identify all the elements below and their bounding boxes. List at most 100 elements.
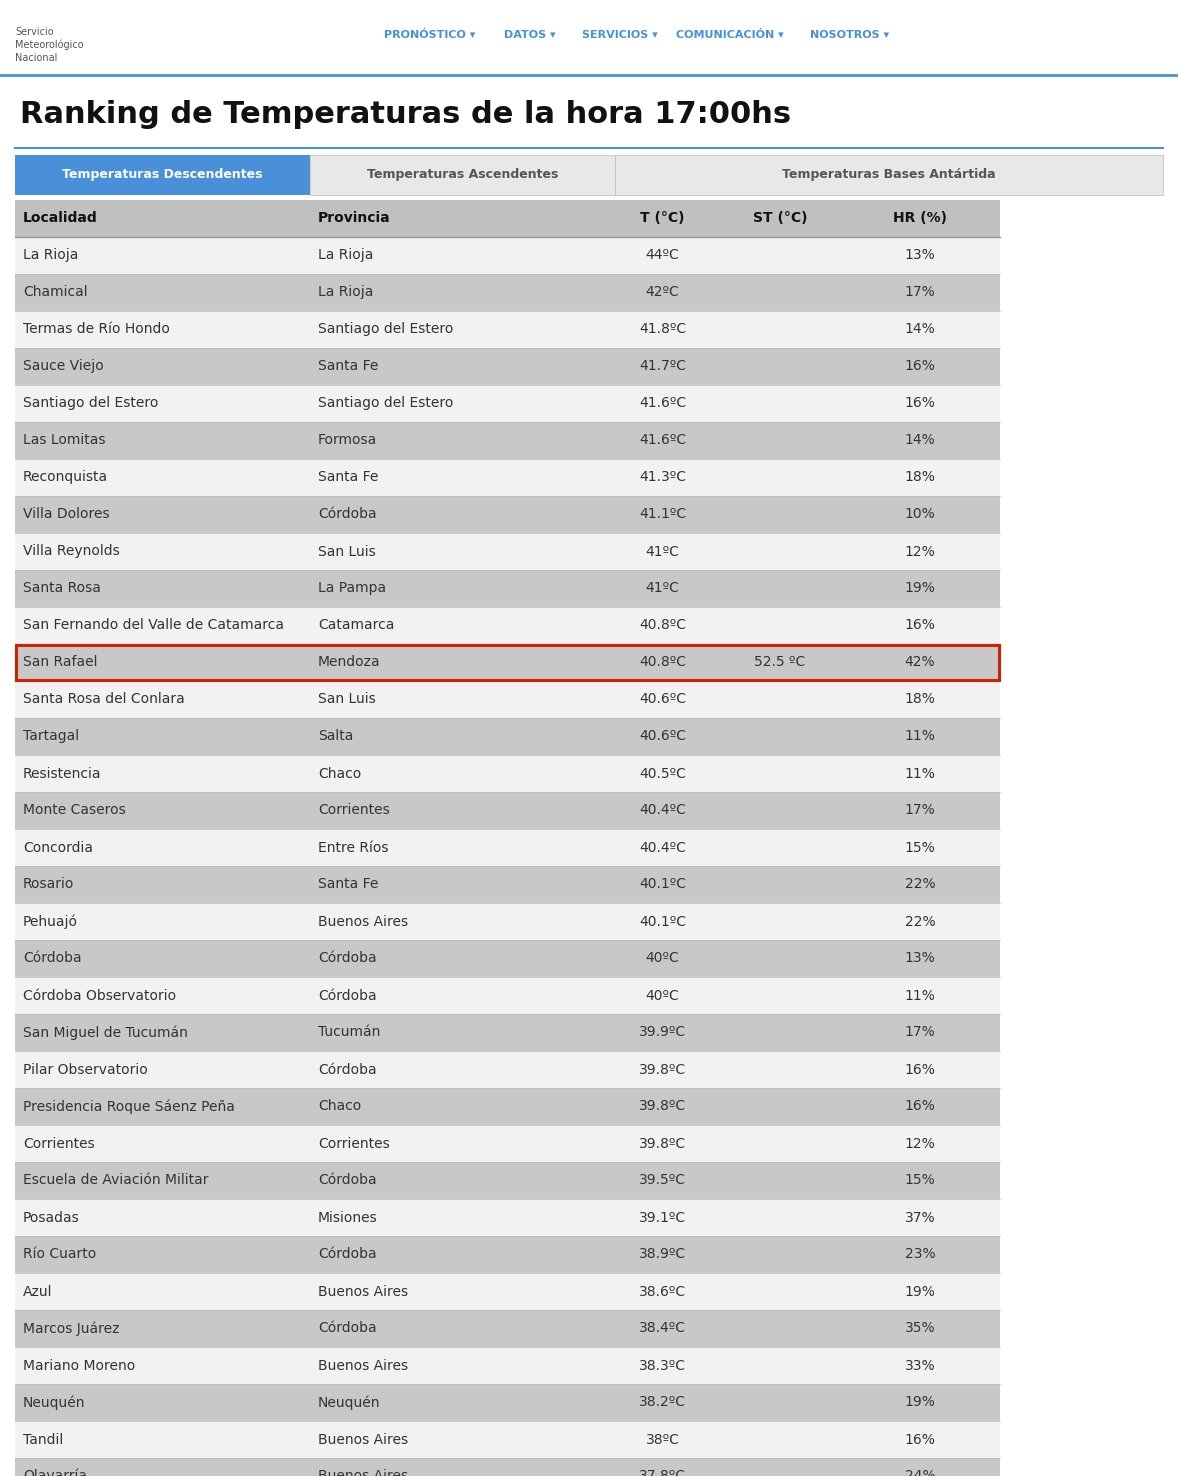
Text: 14%: 14% [905, 322, 935, 337]
Text: Buenos Aires: Buenos Aires [318, 1358, 408, 1373]
Text: Río Cuarto: Río Cuarto [24, 1247, 97, 1262]
Text: Corrientes: Corrientes [318, 803, 390, 818]
Text: 38.2ºC: 38.2ºC [638, 1395, 686, 1410]
Text: T (°C): T (°C) [641, 211, 684, 226]
Text: Resistencia: Resistencia [24, 766, 101, 781]
Text: San Luis: San Luis [318, 545, 376, 558]
FancyBboxPatch shape [15, 1088, 1000, 1125]
Text: 24%: 24% [905, 1470, 935, 1476]
Text: 40ºC: 40ºC [646, 952, 680, 965]
Text: Córdoba: Córdoba [318, 952, 377, 965]
Text: Santa Rosa del Conlara: Santa Rosa del Conlara [24, 692, 185, 707]
Text: 44ºC: 44ºC [646, 248, 680, 263]
FancyBboxPatch shape [615, 155, 1163, 195]
Text: 17%: 17% [905, 1026, 935, 1039]
FancyBboxPatch shape [15, 496, 1000, 533]
Text: 17%: 17% [905, 803, 935, 818]
Text: Olavarría: Olavarría [24, 1470, 87, 1476]
Text: 10%: 10% [905, 508, 935, 521]
Text: 39.1ºC: 39.1ºC [638, 1210, 686, 1225]
Text: ST (°C): ST (°C) [753, 211, 807, 226]
Text: Neuquén: Neuquén [318, 1395, 380, 1410]
Text: 40.6ºC: 40.6ºC [638, 729, 686, 744]
Text: 33%: 33% [905, 1358, 935, 1373]
FancyBboxPatch shape [15, 1384, 1000, 1421]
Text: 22%: 22% [905, 878, 935, 892]
Text: Catamarca: Catamarca [318, 618, 395, 633]
Text: 16%: 16% [905, 1100, 935, 1113]
Text: 41.7ºC: 41.7ºC [638, 360, 686, 373]
Text: Tucumán: Tucumán [318, 1026, 380, 1039]
Text: Santa Fe: Santa Fe [318, 360, 378, 373]
Text: 39.5ºC: 39.5ºC [638, 1173, 686, 1188]
Text: Buenos Aires: Buenos Aires [318, 915, 408, 928]
Text: PRONÓSTICO ▾: PRONÓSTICO ▾ [384, 30, 476, 40]
Text: 38.9ºC: 38.9ºC [638, 1247, 686, 1262]
Text: 38.4ºC: 38.4ºC [638, 1321, 686, 1336]
Text: 40.6ºC: 40.6ºC [638, 692, 686, 707]
Text: Rosario: Rosario [24, 878, 74, 892]
FancyBboxPatch shape [15, 793, 1000, 830]
FancyBboxPatch shape [15, 1199, 1000, 1235]
FancyBboxPatch shape [15, 348, 1000, 385]
FancyBboxPatch shape [15, 1014, 1000, 1051]
Text: Posadas: Posadas [24, 1210, 80, 1225]
Text: Azul: Azul [24, 1284, 53, 1299]
Text: 37%: 37% [905, 1210, 935, 1225]
Text: 13%: 13% [905, 952, 935, 965]
Text: 39.8ºC: 39.8ºC [638, 1137, 686, 1150]
FancyBboxPatch shape [310, 155, 615, 195]
Text: Marcos Juárez: Marcos Juárez [24, 1321, 119, 1336]
Text: 52.5 ºC: 52.5 ºC [754, 655, 806, 670]
Text: Santa Fe: Santa Fe [318, 878, 378, 892]
Text: Provincia: Provincia [318, 211, 391, 226]
Text: 40.4ºC: 40.4ºC [638, 840, 686, 855]
Text: 38.6ºC: 38.6ºC [638, 1284, 686, 1299]
FancyBboxPatch shape [15, 717, 1000, 756]
Text: 18%: 18% [905, 471, 935, 484]
Text: San Luis: San Luis [318, 692, 376, 707]
Text: 22%: 22% [905, 915, 935, 928]
Text: Santiago del Estero: Santiago del Estero [24, 397, 158, 410]
FancyBboxPatch shape [15, 1348, 1000, 1384]
Text: 11%: 11% [905, 989, 935, 1002]
Text: Mariano Moreno: Mariano Moreno [24, 1358, 135, 1373]
Text: 17%: 17% [905, 285, 935, 300]
Text: San Rafael: San Rafael [24, 655, 98, 670]
Text: Córdoba: Córdoba [318, 508, 377, 521]
FancyBboxPatch shape [15, 1311, 1000, 1348]
Text: Santa Rosa: Santa Rosa [24, 582, 101, 595]
Text: 40.8ºC: 40.8ºC [638, 655, 686, 670]
Text: Entre Ríos: Entre Ríos [318, 840, 389, 855]
Text: Chaco: Chaco [318, 1100, 362, 1113]
Text: Buenos Aires: Buenos Aires [318, 1284, 408, 1299]
Text: Sauce Viejo: Sauce Viejo [24, 360, 104, 373]
Text: 13%: 13% [905, 248, 935, 263]
Text: 41.6ºC: 41.6ºC [638, 434, 686, 447]
FancyBboxPatch shape [15, 1458, 1000, 1476]
Text: 19%: 19% [905, 1284, 935, 1299]
FancyBboxPatch shape [15, 570, 1000, 607]
Text: 40.4ºC: 40.4ºC [638, 803, 686, 818]
FancyBboxPatch shape [15, 680, 1000, 717]
Text: 39.8ºC: 39.8ºC [638, 1100, 686, 1113]
Text: Corrientes: Corrientes [318, 1137, 390, 1150]
Text: 41.8ºC: 41.8ºC [638, 322, 686, 337]
Text: La Pampa: La Pampa [318, 582, 386, 595]
FancyBboxPatch shape [15, 644, 1000, 680]
Text: HR (%): HR (%) [893, 211, 947, 226]
Text: Ranking de Temperaturas de la hora 17:00hs: Ranking de Temperaturas de la hora 17:00… [20, 100, 792, 130]
Text: Córdoba: Córdoba [318, 1063, 377, 1076]
Text: 19%: 19% [905, 582, 935, 595]
Text: La Rioja: La Rioja [318, 285, 373, 300]
Text: 11%: 11% [905, 766, 935, 781]
Text: 16%: 16% [905, 1063, 935, 1076]
Text: 38.3ºC: 38.3ºC [638, 1358, 686, 1373]
Text: 18%: 18% [905, 692, 935, 707]
FancyBboxPatch shape [15, 1421, 1000, 1458]
Text: Presidencia Roque Sáenz Peña: Presidencia Roque Sáenz Peña [24, 1100, 234, 1114]
FancyBboxPatch shape [15, 1051, 1000, 1088]
Text: Santiago del Estero: Santiago del Estero [318, 322, 454, 337]
Text: Temperaturas Ascendentes: Temperaturas Ascendentes [366, 168, 558, 182]
Text: Termas de Río Hondo: Termas de Río Hondo [24, 322, 170, 337]
